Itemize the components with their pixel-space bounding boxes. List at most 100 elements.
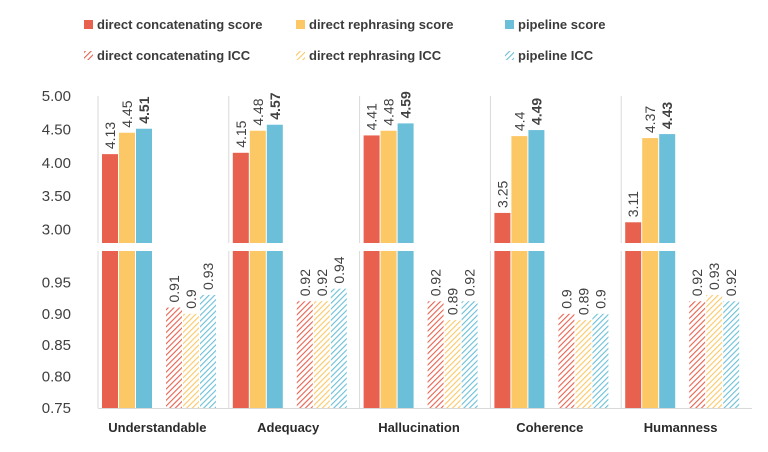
bar-direct-concatenating-score-lower [363,251,380,408]
bar-direct-rephrasing-score-lower [511,251,528,408]
lower-y-tick-label: 0.80 [42,369,71,386]
legend-label: pipeline ICC [518,48,594,63]
legend-item-direct-rephrasing-icc: direct rephrasing ICC [296,48,442,63]
bar-pipeline-icc [200,294,216,408]
bar-pipeline-icc [723,301,740,408]
data-label: 0.89 [445,288,461,315]
data-label: 4.4 [511,111,527,131]
legend-swatch [296,51,305,60]
legend-item-direct-concatenating-icc: direct concatenating ICC [84,48,251,63]
upper-y-tick-label: 3.00 [42,222,71,239]
bar-direct-concatenating-score [494,212,511,243]
bar-direct-concatenating-score-lower [494,251,511,408]
data-label: 4.59 [398,91,414,118]
bar-pipeline-icc [461,301,478,408]
bar-direct-concatenating-score [625,222,642,243]
bar-pipeline-score-lower [659,251,676,408]
bar-pipeline-score-lower [528,251,545,408]
data-label: 4.48 [381,98,397,125]
data-label: 0.93 [200,262,216,289]
bar-direct-rephrasing-score [511,136,528,243]
bar-direct-rephrasing-score-lower [119,251,135,408]
data-label: 4.13 [102,122,118,149]
bar-direct-concatenating-score [232,152,249,243]
data-label: 0.91 [166,275,182,302]
bar-direct-rephrasing-score [119,132,135,243]
data-label: 4.51 [136,96,152,123]
data-label: 0.92 [428,269,444,296]
upper-y-tick-label: 3.50 [42,188,71,205]
bar-direct-concatenating-score-lower [232,251,249,408]
bar-pipeline-score [266,124,283,243]
data-label: 3.11 [625,191,641,217]
bar-direct-rephrasing-score-lower [249,251,266,408]
category-hallucination [363,123,478,408]
data-label: 4.37 [642,106,658,133]
bar-direct-rephrasing-icc [706,294,723,408]
upper-y-tick-label: 4.00 [42,155,71,172]
x-tick-label: Hallucination [378,420,460,435]
legend-swatch [505,20,514,29]
data-label: 0.92 [723,269,739,296]
bar-pipeline-score-lower [266,251,283,408]
bar-direct-rephrasing-icc [183,313,199,408]
bar-direct-rephrasing-score-lower [642,251,659,408]
legend-item-direct-concatenating-score: direct concatenating score [84,17,262,32]
bar-pipeline-score-lower [397,251,414,408]
legend-item-pipeline-score: pipeline score [505,17,605,32]
bar-direct-concatenating-score [363,135,380,243]
data-label: 4.43 [659,102,675,129]
data-labels: 4.134.45 4.510.91 0.90.934.154.48 4.570.92 0… [102,91,739,315]
data-label: 4.48 [250,98,266,125]
data-label: 0.92 [462,269,478,296]
legend-swatch [505,51,514,60]
bar-direct-rephrasing-score [642,138,659,243]
legend-item-direct-rephrasing-score: direct rephrasing score [296,17,454,32]
lower-y-tick-label: 0.75 [42,400,71,417]
bars [102,123,740,408]
data-label: 0.89 [575,288,591,315]
upper-y-tick-label: 5.00 [42,88,71,105]
data-label: 4.41 [364,103,380,130]
bar-direct-concatenating-icc [166,307,182,408]
x-tick-label: Understandable [108,420,206,435]
data-label: 0.9 [558,289,574,309]
category-adequacy [232,124,347,408]
bar-direct-concatenating-score-lower [625,251,642,408]
data-label: 0.9 [183,289,199,309]
data-label: 4.49 [528,98,544,125]
lower-y-tick-label: 0.90 [42,306,71,323]
bar-direct-rephrasing-score-lower [380,251,397,408]
legend-label: direct concatenating ICC [97,48,251,63]
legend: direct concatenating score direct rephras… [84,17,605,63]
category-coherence [494,130,609,408]
data-label: 4.15 [233,120,249,147]
bar-pipeline-score [397,123,414,243]
bar-direct-rephrasing-score [380,130,397,243]
legend-item-pipeline-icc: pipeline ICC [505,48,594,63]
bar-direct-concatenating-score-lower [102,251,118,408]
legend-swatch [84,51,93,60]
upper-y-tick-label: 4.50 [42,121,71,138]
bar-direct-rephrasing-icc [313,301,330,408]
data-label: 0.93 [706,262,722,289]
data-label: 0.94 [331,256,347,283]
bar-direct-concatenating-icc [558,313,575,408]
bar-direct-concatenating-score [102,154,118,243]
data-label: 3.25 [494,180,510,207]
data-label: 0.9 [592,289,608,309]
x-tick-label: Coherence [516,420,583,435]
bar-direct-concatenating-icc [296,301,313,408]
legend-label: direct rephrasing score [309,17,454,32]
bar-pipeline-score [659,134,676,243]
bar-direct-rephrasing-icc [444,320,461,408]
bar-pipeline-score [136,128,152,243]
data-label: 4.45 [119,100,135,127]
lower-y-tick-label: 0.85 [42,337,71,354]
legend-swatch [84,20,93,29]
legend-label: direct rephrasing ICC [309,48,442,63]
category-humanness [625,134,740,408]
bar-pipeline-icc [592,313,609,408]
bar-pipeline-icc [330,288,347,408]
